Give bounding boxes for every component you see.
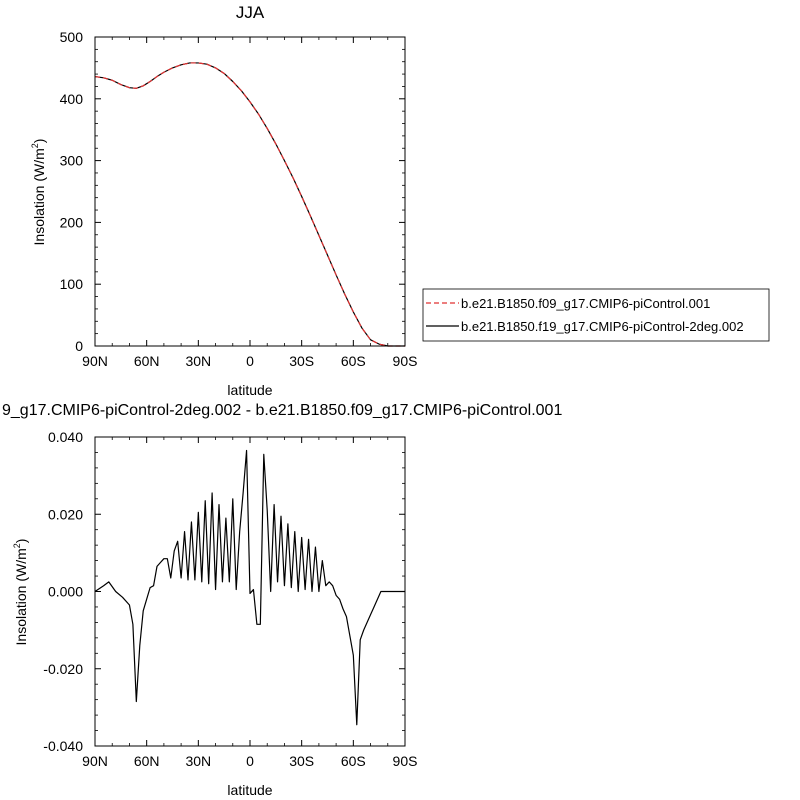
top-chart-axes: 90N 60N 30N 0 30S 60S 90S 0 100 200 300 400 500 <box>60 29 418 369</box>
bottom-chart-ytick-label: 0.040 <box>48 429 83 445</box>
bottom-chart-xlabel: latitude <box>227 782 272 798</box>
bottom-chart-ylabel-close: ) <box>13 539 29 544</box>
top-chart-series-2-line <box>94 62 405 347</box>
bottom-chart-ytick-label: 0.000 <box>48 584 83 600</box>
top-chart-plot <box>94 62 405 347</box>
top-chart-ytick-label: 200 <box>60 214 84 230</box>
bottom-chart-ylabel-main: Insolation (W/m <box>13 548 29 645</box>
top-chart-ytick-label: 100 <box>60 276 84 292</box>
top-chart-ytick-label: 500 <box>60 29 84 45</box>
top-chart: JJA 90N 60N 30N 0 30S 60S 90S0100200300400500 … <box>30 3 417 398</box>
top-chart-xtick-label: 60S <box>341 353 366 369</box>
bottom-chart-xtick-label: 30N <box>185 753 211 769</box>
top-chart-xtick-label: 60N <box>134 353 160 369</box>
top-chart-ylabel: Insolation (W/m2) <box>30 139 47 246</box>
bottom-chart-xtick-label: 60S <box>341 753 366 769</box>
top-chart-title: JJA <box>236 3 265 22</box>
bottom-chart: 9_g17.CMIP6-piControl-2deg.002 - b.e21.B… <box>2 402 562 798</box>
top-chart-xtick-label: 30N <box>185 353 211 369</box>
bottom-chart-ytick-label: -0.020 <box>43 661 83 677</box>
bottom-chart-ytick-label: -0.040 <box>43 738 83 754</box>
top-chart-ytick-label: 300 <box>60 153 84 169</box>
bottom-chart-ytick-label: 0.020 <box>48 506 83 522</box>
legend-box <box>422 288 770 342</box>
top-chart-xtick-label: 30S <box>289 353 314 369</box>
top-chart-ytick-label: 400 <box>60 91 84 107</box>
legend-label-series-1: b.e21.B1850.f09_g17.CMIP6-piControl.001 <box>461 296 710 311</box>
top-chart-xtick-label: 90N <box>82 353 108 369</box>
bottom-chart-xtick-label: 60N <box>134 753 160 769</box>
bottom-chart-xtick-label: 30S <box>289 753 314 769</box>
top-chart-ylabel-main: Insolation (W/m <box>31 148 47 245</box>
top-chart-frame <box>94 36 406 347</box>
top-chart-series-1-line <box>94 62 405 347</box>
top-chart-xtick-label: 0 <box>246 353 254 369</box>
top-chart-ytick-label: 0 <box>75 338 83 354</box>
bottom-chart-xtick-label: 0 <box>246 753 254 769</box>
bottom-chart-axes: 90N 60N 30N 0 30S 60S 90S -0.040 -0.020 0.000 0.02… <box>43 429 417 769</box>
bottom-chart-xtick-label: 90S <box>393 753 418 769</box>
legend: b.e21.B1850.f09_g17.CMIP6-piControl.001 … <box>422 288 770 342</box>
legend-label-series-2: b.e21.B1850.f19_g17.CMIP6-piControl-2deg… <box>461 319 744 334</box>
bottom-chart-ylabel: Insolation (W/m2) <box>12 539 29 646</box>
bottom-chart-frame <box>94 436 406 747</box>
bottom-chart-ylabel-sup: 2 <box>12 543 22 548</box>
bottom-chart-title: 9_g17.CMIP6-piControl-2deg.002 - b.e21.B… <box>2 402 562 419</box>
top-chart-ylabel-close: ) <box>31 139 47 144</box>
top-chart-xtick-label: 90S <box>393 353 418 369</box>
top-chart-ylabel-sup: 2 <box>30 143 40 148</box>
bottom-chart-series-1-line <box>94 449 405 726</box>
top-chart-xlabel: latitude <box>227 382 272 398</box>
bottom-chart-plot <box>94 449 405 726</box>
bottom-chart-xtick-label: 90N <box>82 753 108 769</box>
